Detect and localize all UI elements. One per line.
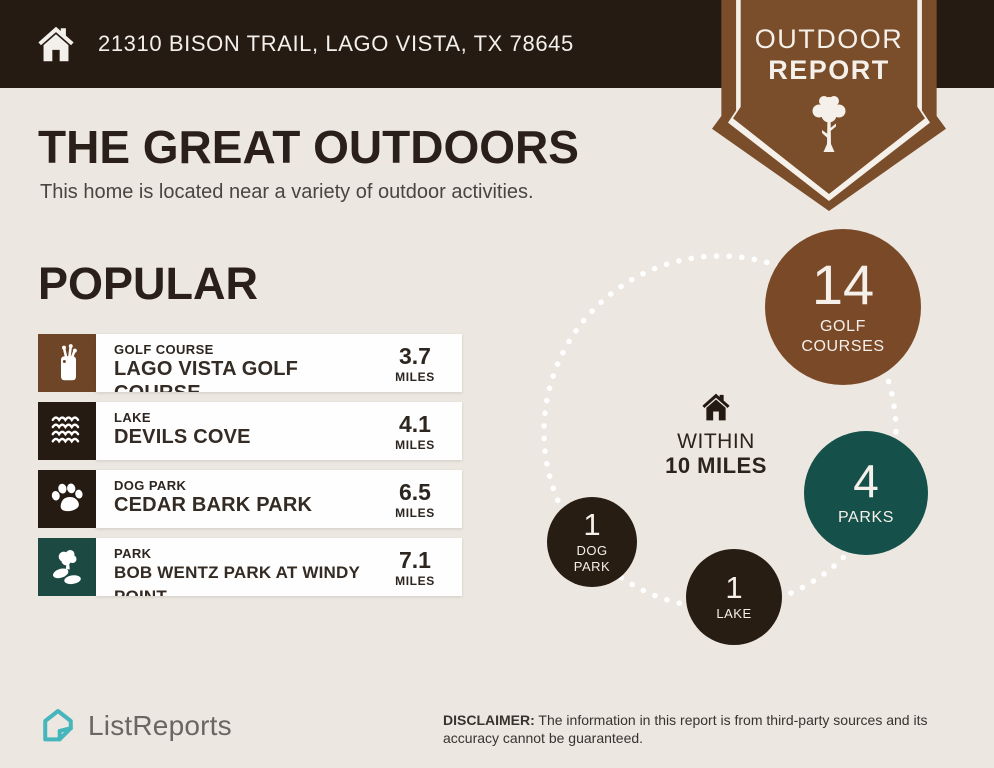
place-name: CEDAR BARK PARK [114,494,313,516]
distance-block: 3.7 MILES [374,343,462,384]
disclaimer-body: The information in this report is from t… [443,712,928,746]
within-label: WITHIN [677,430,755,453]
ten-miles-label: 10 MILES [665,453,767,478]
list-item-dog-park: DOG PARK CEDAR BARK PARK 6.5 MILES [38,470,462,528]
parks-count: 4 [853,455,879,507]
dog-park-bubble: 1 DOG PARK [547,497,637,587]
park-card-text: PARK BOB WENTZ PARK AT WINDY POINT [96,538,374,596]
distance-unit: MILES [395,505,435,520]
golf-card-text: GOLF COURSE LAGO VISTA GOLF COURSE [96,334,374,392]
golf-courses-bubble: 14 GOLF COURSES [765,229,921,385]
golf-card: GOLF COURSE LAGO VISTA GOLF COURSE 3.7 M… [96,334,462,392]
page-subtitle: This home is located near a variety of o… [40,181,534,203]
dog-park-card-text: DOG PARK CEDAR BARK PARK [96,470,374,528]
home-center-icon [702,393,730,421]
badge-title-line2: REPORT [768,55,890,85]
lake-tile [38,402,96,460]
paw-icon [51,483,83,512]
list-item-lake: LAKE DEVILS COVE 4.1 MILES [38,402,462,460]
badge-title-line1: OUTDOOR [754,24,904,54]
distance-unit: MILES [395,437,435,452]
golf-courses-label: GOLF COURSES [801,318,885,355]
place-name: DEVILS COVE [114,426,251,448]
lake-card: LAKE DEVILS COVE 4.1 MILES [96,402,462,460]
lake-bubble: 1 LAKE [686,549,782,645]
popular-list: GOLF COURSE LAGO VISTA GOLF COURSE 3.7 M… [38,334,462,596]
place-name: LAGO VISTA GOLF COURSE [114,358,299,392]
lake-card-text: LAKE DEVILS COVE [96,402,374,460]
distance-block: 7.1 MILES [374,547,462,588]
tree-icon [812,96,846,152]
category-label: LAKE [114,410,151,425]
popular-heading: POPULAR [38,258,259,309]
category-label: DOG PARK [114,478,187,493]
golf-tile [38,334,96,392]
lake-label: LAKE [716,606,752,621]
list-item-park: PARK BOB WENTZ PARK AT WINDY POINT 7.1 M… [38,538,462,596]
distance-value: 3.7 [399,342,431,369]
listreports-house-icon [43,709,73,742]
page-title: THE GREAT OUTDOORS [38,121,579,173]
dotted-radius-ring [541,253,899,611]
park-card: PARK BOB WENTZ PARK AT WINDY POINT 7.1 M… [96,538,462,596]
listreports-wordmark: ListReports [88,710,232,741]
home-icon [38,26,74,62]
disclaimer-label: DISCLAIMER: [443,712,535,728]
waves-icon [51,416,80,444]
distance-value: 6.5 [399,478,431,505]
golf-courses-count: 14 [811,253,875,316]
distance-unit: MILES [395,369,435,384]
disclaimer-text: DISCLAIMER: The information in this repo… [443,711,955,747]
lake-count: 1 [725,570,743,605]
distance-value: 4.1 [399,410,431,437]
parks-bubble: 4 PARKS [804,431,928,555]
golf-bag-icon [61,344,77,381]
park-tile [38,538,96,596]
list-item-golf-course: GOLF COURSE LAGO VISTA GOLF COURSE 3.7 M… [38,334,462,392]
dog-park-label: DOG PARK [573,543,611,574]
distance-block: 6.5 MILES [374,479,462,520]
park-icon [53,549,81,585]
property-address: 21310 BISON TRAIL, LAGO VISTA, TX 78645 [98,31,574,56]
category-label: PARK [114,546,152,561]
dog-park-tile [38,470,96,528]
distance-unit: MILES [395,573,435,588]
distance-block: 4.1 MILES [374,411,462,452]
parks-label: PARKS [837,509,895,526]
outdoor-report-badge: OUTDOOR REPORT [712,0,946,211]
category-label: GOLF COURSE [114,342,214,357]
badge-content: OUTDOOR REPORT [712,0,946,211]
place-name: BOB WENTZ PARK AT WINDY POINT [114,563,360,596]
dog-park-card: DOG PARK CEDAR BARK PARK 6.5 MILES [96,470,462,528]
distance-value: 7.1 [399,546,431,573]
dog-park-count: 1 [583,507,601,542]
listreports-logo: ListReports [38,706,232,746]
